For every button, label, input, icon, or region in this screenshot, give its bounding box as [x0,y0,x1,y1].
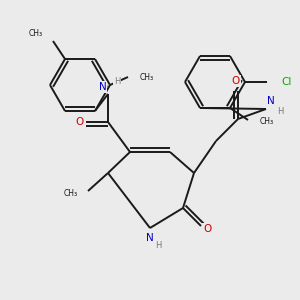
Text: CH₃: CH₃ [140,73,154,82]
Text: O: O [232,76,240,86]
Text: H: H [114,76,120,85]
Text: N: N [267,96,275,106]
Text: CH₃: CH₃ [260,118,274,127]
Text: N: N [99,82,107,92]
Text: H: H [155,241,161,250]
Text: CH₃: CH₃ [64,190,78,199]
Text: O: O [75,117,83,127]
Text: H: H [277,106,283,116]
Text: Cl: Cl [281,77,291,87]
Text: O: O [203,224,211,234]
Text: N: N [146,233,154,243]
Text: CH₃: CH₃ [29,28,43,38]
